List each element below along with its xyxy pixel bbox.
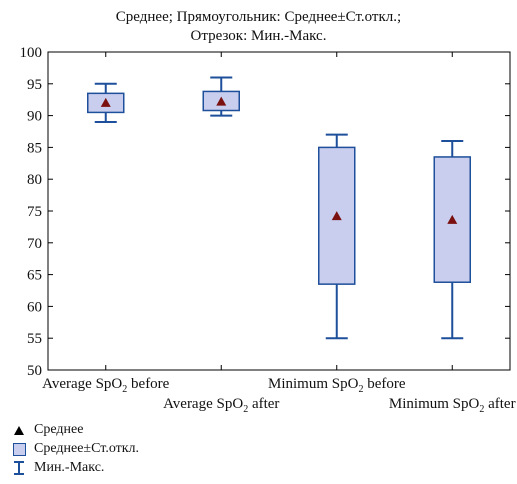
x-category-label: Average SpO2 before	[42, 376, 170, 395]
mean-marker	[447, 214, 458, 224]
legend-label-whisker: Мин.-Макс.	[34, 460, 105, 475]
mean-marker	[331, 211, 342, 221]
y-tick-label: 100	[20, 45, 43, 61]
x-category-label: Average SpO2 after	[163, 396, 279, 415]
y-tick-label: 95	[27, 77, 42, 93]
chart-title-line-1: Среднее; Прямоугольник: Среднее±Ст.откл.…	[115, 9, 402, 25]
y-tick-label: 75	[27, 204, 42, 220]
legend-item-box: Среднее±Ст.откл.	[12, 439, 139, 458]
y-tick-label: 65	[27, 268, 42, 284]
chart-title-line-2: Отрезок: Мин.-Макс.	[190, 28, 327, 44]
legend-item-mean: Среднее	[12, 420, 139, 439]
legend: Среднее Среднее±Ст.откл. Мин.-Макс.	[12, 420, 139, 477]
legend-item-whisker: Мин.-Макс.	[12, 458, 139, 477]
y-tick-label: 60	[27, 299, 42, 315]
x-category-label: Minimum SpO2 after	[389, 396, 516, 415]
mean-marker	[100, 97, 111, 107]
y-tick-label: 90	[27, 109, 42, 125]
mean-marker	[216, 96, 227, 106]
y-tick-label: 50	[27, 363, 42, 379]
y-tick-label: 85	[27, 140, 42, 156]
box-swatch-icon	[12, 442, 26, 456]
x-category-label: Minimum SpO2 before	[268, 376, 406, 395]
legend-label-box: Среднее±Ст.откл.	[34, 441, 140, 456]
y-tick-label: 80	[27, 172, 42, 188]
y-tick-label: 70	[27, 236, 42, 252]
legend-label-mean: Среднее	[34, 422, 84, 437]
y-tick-label: 55	[27, 331, 42, 347]
triangle-marker-icon	[12, 423, 26, 437]
whisker-icon	[12, 460, 26, 475]
